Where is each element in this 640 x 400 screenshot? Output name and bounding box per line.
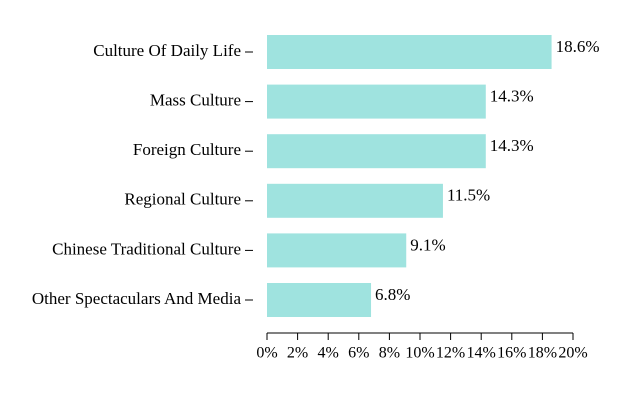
x-tick-label: 0% [256,345,277,362]
value-axis: 0% 2% 4% 6% 8% 10% 12% 14% 16% 18% 20% [256,332,588,362]
x-tick-label: 14% [467,345,496,362]
x-tick-label: 8% [379,345,400,362]
bar [267,283,372,317]
bars-group: 18.6% 14.3% 14.3% 11.5% 9.1% 6.8% [267,35,600,317]
data-label: 18.6% [556,37,600,56]
bar [267,84,486,119]
bar [267,134,486,169]
category-label: Regional Culture [124,190,241,209]
x-tick-label: 18% [528,345,557,362]
data-label: 6.8% [375,285,410,304]
category-axis: Culture Of Daily Life Mass Culture Foreign… [32,41,253,308]
data-label: 9.1% [410,235,445,254]
data-label: 14.3% [490,87,534,106]
category-label: Culture Of Daily Life [93,41,241,60]
bar [267,35,552,69]
data-label: 11.5% [447,186,490,205]
x-tick-label: 12% [436,345,465,362]
bar [267,183,443,218]
category-label: Other Spectaculars And Media [32,289,242,308]
bar [267,233,407,268]
x-tick-label: 6% [348,345,369,362]
x-tick-label: 16% [497,345,526,362]
category-label: Foreign Culture [133,140,241,159]
x-tick-label: 2% [287,345,308,362]
x-tick-label: 20% [558,345,587,362]
category-label: Mass Culture [150,91,241,110]
data-label: 14.3% [490,136,534,155]
x-tick-label: 10% [405,345,434,362]
category-label: Chinese Traditional Culture [52,239,241,258]
x-tick-label: 4% [318,345,339,362]
